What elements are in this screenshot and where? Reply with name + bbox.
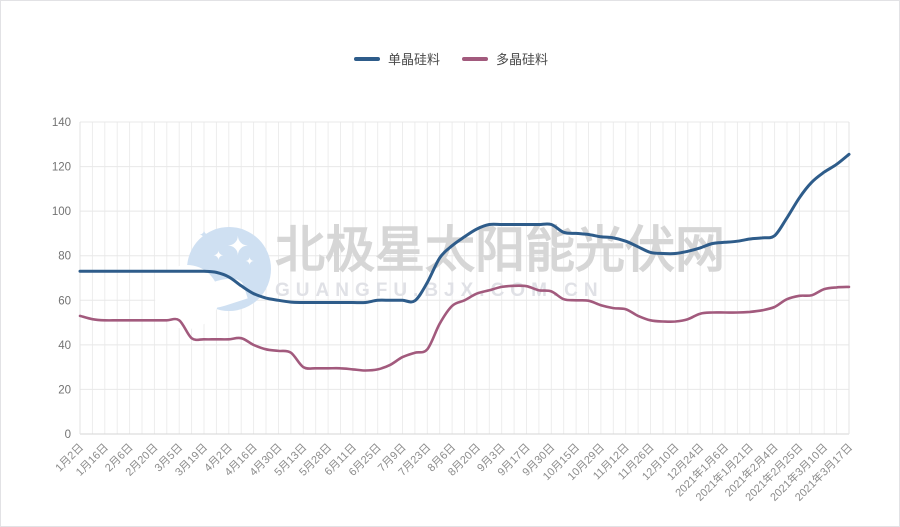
chart-legend: 单晶硅料 多晶硅料: [1, 49, 899, 69]
legend-line-swatch-poly: [462, 57, 488, 61]
y-axis-tick-label: 0: [65, 429, 71, 441]
y-axis-tick-label: 120: [52, 162, 71, 174]
y-axis-tick-label: 140: [52, 117, 71, 129]
legend-item-mono-silicon[interactable]: 单晶硅料: [353, 51, 440, 67]
y-axis-tick-label: 80: [58, 251, 71, 263]
y-axis-tick-label: 40: [58, 340, 71, 352]
legend-item-poly-silicon[interactable]: 多晶硅料: [462, 53, 548, 66]
legend-label-poly: 多晶硅料: [496, 51, 549, 67]
legend-label-mono: 单晶硅料: [387, 51, 440, 67]
legend-line-swatch-mono: [353, 57, 380, 61]
y-axis-tick-label: 20: [58, 384, 71, 396]
y-axis-tick-label: 100: [52, 206, 71, 218]
y-axis-tick-label: 60: [58, 295, 71, 307]
